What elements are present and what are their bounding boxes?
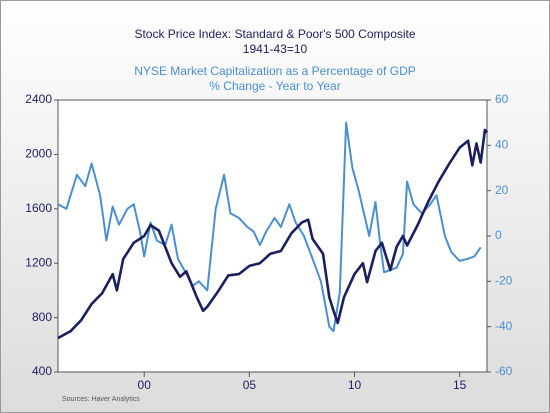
plot-area: [57, 99, 488, 373]
x-tick-label: 15: [453, 378, 467, 392]
subtitle-note: % Change - Year to Year: [209, 79, 340, 93]
title: Stock Price Index: Standard & Poor's 500…: [134, 27, 415, 41]
y2-tick-label: -40: [495, 319, 513, 333]
y-tick-label: 800: [32, 310, 52, 324]
y-tick-label: 1200: [25, 255, 52, 269]
title-note: 1941-43=10: [243, 42, 308, 56]
y2-tick-label: 40: [495, 138, 509, 152]
y2-tick-label: 20: [495, 183, 509, 197]
x-tick-label: 05: [243, 378, 257, 392]
y-tick-label: 2000: [25, 147, 52, 161]
y-tick-label: 2400: [25, 92, 52, 106]
line-series: [57, 128, 489, 340]
subtitle: NYSE Market Capitalization as a Percenta…: [134, 64, 415, 78]
x-tick-label: 00: [138, 378, 152, 392]
y2-tick-label: 60: [495, 92, 509, 106]
x-tick-label: 10: [348, 378, 362, 392]
y2-tick-label: -20: [495, 274, 513, 288]
y-tick-label: 1600: [25, 201, 52, 215]
y2-tick-label: 0: [495, 228, 502, 242]
y2-tick-label: -60: [495, 364, 513, 378]
y-tick-label: 400: [32, 364, 52, 378]
source: Sources: Haver Analytics: [62, 396, 140, 403]
line-series: [57, 121, 482, 333]
